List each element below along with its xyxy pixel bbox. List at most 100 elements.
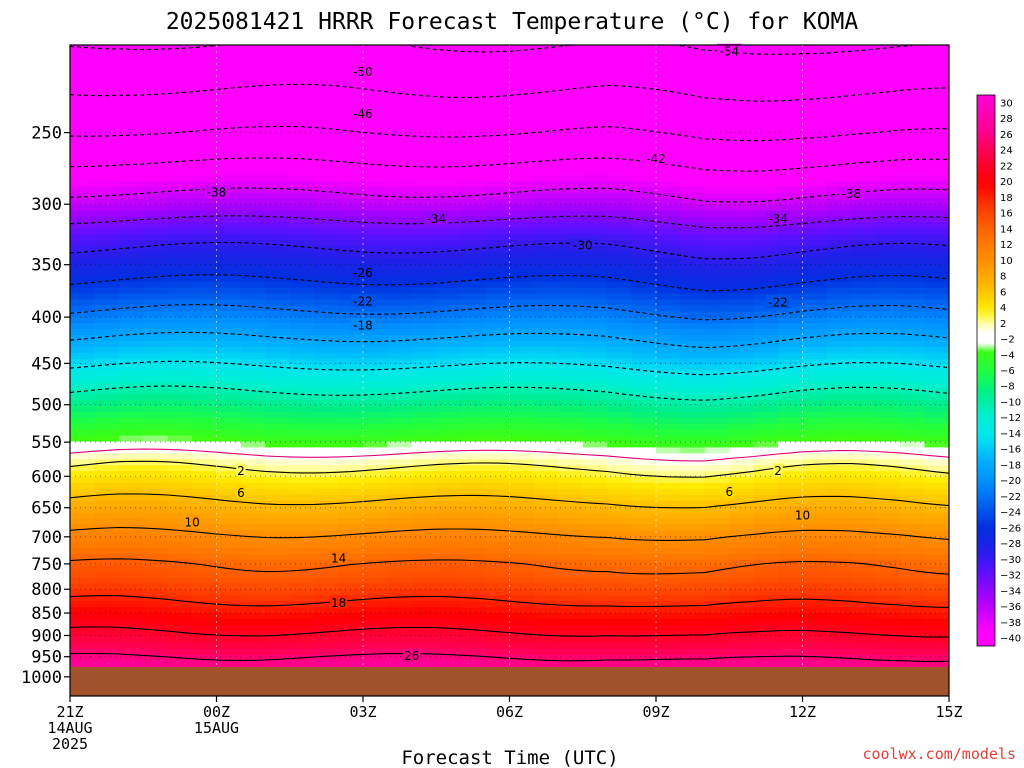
field-cell <box>70 104 96 111</box>
field-cell <box>70 660 96 668</box>
field-cell <box>851 619 877 626</box>
field-cell <box>338 471 364 478</box>
field-cell <box>778 127 804 135</box>
field-cell <box>509 524 535 531</box>
field-cell <box>851 293 877 301</box>
field-cell <box>656 382 682 389</box>
field-cell <box>387 512 413 520</box>
field-cell <box>582 252 608 259</box>
field-cell <box>924 471 949 478</box>
field-cell <box>607 287 633 295</box>
colorbar-tick-label: −18 <box>1000 461 1021 472</box>
field-cell <box>289 447 315 454</box>
field-cell <box>924 370 949 378</box>
field-cell <box>167 68 193 76</box>
field-cell <box>485 323 511 330</box>
field-cell <box>143 263 169 271</box>
field-cell <box>70 559 96 567</box>
field-cell <box>680 453 706 460</box>
field-cell <box>436 482 462 490</box>
field-cell <box>94 299 120 306</box>
field-cell <box>851 287 877 295</box>
y-tick-label: 300 <box>31 195 62 215</box>
field-cell <box>558 145 584 153</box>
contour-labels: -54-50-50-46-46-42-42-38-38-34-34-30-26-… <box>183 43 864 663</box>
field-cell <box>753 269 779 277</box>
field-cell <box>924 477 949 484</box>
field-cell <box>363 252 389 259</box>
field-cell <box>363 281 389 289</box>
field-cell <box>582 642 608 650</box>
field-cell <box>826 548 852 555</box>
field-cell <box>143 406 169 413</box>
field-cell <box>387 482 413 490</box>
site-credit[interactable]: coolwx.com/models <box>862 745 1016 763</box>
field-cell <box>70 512 96 520</box>
field-cell <box>240 429 266 437</box>
field-cell <box>192 548 218 555</box>
field-cell <box>94 619 120 626</box>
field-cell <box>387 394 413 401</box>
field-cell <box>582 601 608 608</box>
field-cell <box>94 411 120 419</box>
field-cell <box>387 317 413 324</box>
field-cell <box>143 299 169 306</box>
field-cell <box>631 187 657 194</box>
field-cell <box>729 80 755 88</box>
field-cell <box>924 583 949 591</box>
field-cell <box>118 145 144 153</box>
field-cell <box>607 110 633 117</box>
field-cell <box>729 246 755 253</box>
field-cell <box>753 133 779 141</box>
field-cell <box>558 352 584 360</box>
field-cell <box>167 607 193 614</box>
field-cell <box>875 216 901 224</box>
field-cell <box>411 559 437 567</box>
field-cell <box>680 352 706 360</box>
field-cell <box>167 417 193 425</box>
field-cell <box>826 323 852 330</box>
field-cell <box>265 565 291 573</box>
field-cell <box>826 98 852 105</box>
field-cell <box>411 222 437 230</box>
field-cell <box>802 98 828 105</box>
field-cell <box>582 204 608 212</box>
field-cell <box>656 447 682 454</box>
field-cell <box>533 565 559 573</box>
field-cell <box>411 346 437 354</box>
colorbar-tick-label: −30 <box>1000 555 1021 566</box>
field-cell <box>387 524 413 531</box>
field-cell <box>265 624 291 632</box>
field-cell <box>314 323 340 330</box>
field-cell <box>656 488 682 496</box>
field-cell <box>778 133 804 141</box>
field-cell <box>485 68 511 76</box>
field-cell <box>656 240 682 247</box>
field-cell <box>802 453 828 460</box>
field-cell <box>558 104 584 111</box>
field-cell <box>118 577 144 585</box>
field-cell <box>851 263 877 271</box>
field-cell <box>680 139 706 147</box>
field-cell <box>875 317 901 324</box>
field-cell <box>460 275 486 283</box>
field-cell <box>753 417 779 425</box>
field-cell <box>265 234 291 241</box>
field-cell <box>460 559 486 567</box>
field-cell <box>70 577 96 585</box>
field-cell <box>118 453 144 460</box>
field-cell <box>387 275 413 283</box>
field-cell <box>363 121 389 129</box>
field-cell <box>411 163 437 170</box>
field-cell <box>94 607 120 614</box>
field-cell <box>485 192 511 200</box>
field-cell <box>875 630 901 638</box>
field-cell <box>924 447 949 454</box>
field-cell <box>729 258 755 265</box>
field-cell <box>826 68 852 76</box>
field-cell <box>704 116 730 123</box>
field-cell <box>851 281 877 289</box>
field-cell <box>729 459 755 466</box>
field-cell <box>704 376 730 383</box>
field-cell <box>729 571 755 579</box>
